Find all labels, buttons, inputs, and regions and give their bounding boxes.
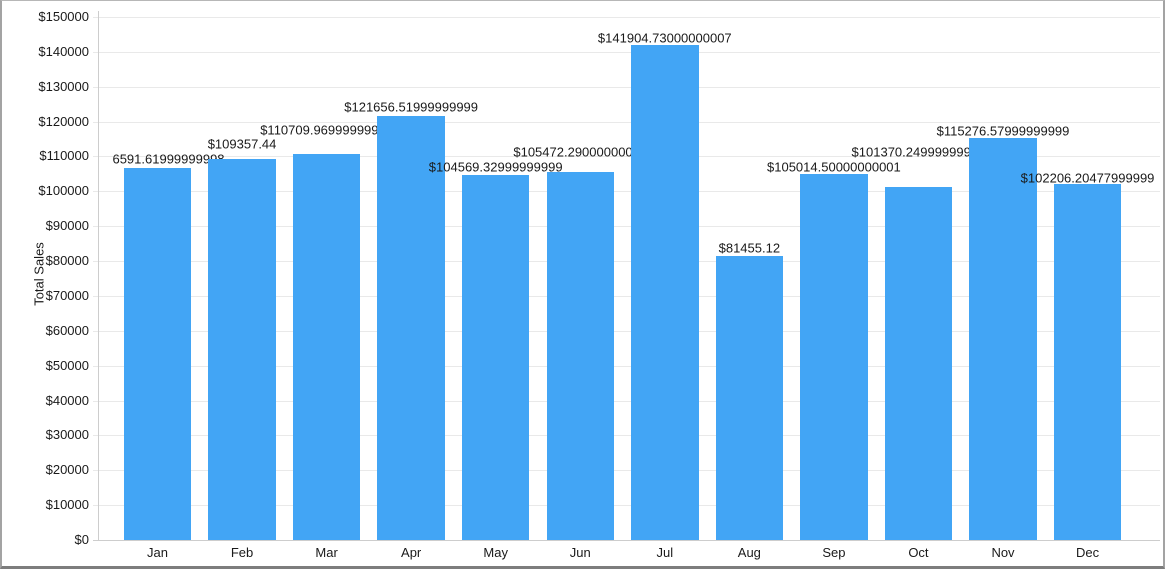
gridline <box>93 51 1160 53</box>
bar <box>123 168 192 540</box>
x-tick-label: May <box>483 544 508 560</box>
y-tick-label: $140000 <box>38 43 89 59</box>
x-tick-label: Jan <box>147 544 168 560</box>
x-tick-label: Feb <box>230 544 254 560</box>
gridline <box>93 400 1160 402</box>
bar-value-label: $101370.24999999997 <box>851 144 986 160</box>
x-tick-label: Dec <box>1075 544 1100 560</box>
gridline <box>93 156 1160 158</box>
bar-value-label: $105014.50000000001 <box>767 159 901 175</box>
bar <box>208 158 276 540</box>
bar-value-label: $115276.57999999999 <box>936 123 1070 139</box>
bar-value-label: $121656.51999999999 <box>344 99 479 115</box>
gridline <box>93 261 1160 263</box>
bar <box>377 115 445 540</box>
x-tick-label: Aug <box>737 544 761 560</box>
bar-value-label: 6591.61999999998 <box>112 151 225 167</box>
gridline <box>93 17 1160 18</box>
gridline <box>93 226 1160 228</box>
x-tick-label: Mar <box>315 544 338 560</box>
y-tick-label: $20000 <box>45 462 89 478</box>
bar <box>546 172 614 540</box>
bar <box>884 186 953 540</box>
gridline <box>93 505 1160 507</box>
bar-value-label: $110709.96999999999 <box>260 122 393 138</box>
bar <box>969 138 1037 540</box>
y-tick-label: $150000 <box>38 9 89 24</box>
bar <box>1053 183 1122 540</box>
y-tick-label: $120000 <box>38 113 89 129</box>
bar <box>292 153 361 540</box>
x-tick-label: Nov <box>991 544 1015 560</box>
x-tick-label: Oct <box>908 544 929 560</box>
x-tick-label: Jul <box>656 544 674 560</box>
bar <box>461 175 530 540</box>
gridline <box>93 365 1160 367</box>
x-tick-label: Apr <box>401 544 422 560</box>
bar <box>631 45 699 540</box>
y-tick-label: $70000 <box>45 287 89 303</box>
y-tick-label: $50000 <box>45 357 89 373</box>
bar <box>800 173 868 540</box>
gridline <box>93 191 1160 193</box>
bar-value-label: $81455.12 <box>718 240 781 256</box>
bar-value-label: $104569.32999999999 <box>428 159 563 175</box>
y-tick-label: $0 <box>74 532 89 547</box>
bar-value-label: $141904.73000000007 <box>597 30 732 46</box>
y-tick-label: $130000 <box>38 78 89 94</box>
y-tick-label: $60000 <box>45 322 89 338</box>
bar <box>715 255 784 540</box>
bar-value-label: $102206.20477999999 <box>1020 170 1155 186</box>
y-tick-label: $10000 <box>45 497 89 513</box>
gridline <box>93 86 1160 88</box>
x-tick-label: Jun <box>569 544 591 560</box>
gridline <box>93 470 1160 472</box>
y-tick-label: $90000 <box>45 218 89 234</box>
y-tick-label: $80000 <box>45 253 89 269</box>
y-tick-label: $30000 <box>45 427 89 443</box>
y-tick-label: $110000 <box>39 148 89 164</box>
bar-value-label: $105472.29000000001 <box>513 144 648 160</box>
x-axis-line <box>93 540 1160 541</box>
gridline <box>93 330 1160 332</box>
y-tick-label: $100000 <box>38 183 89 199</box>
gridline <box>93 295 1160 297</box>
y-axis-line <box>98 11 99 540</box>
gridline <box>93 435 1160 437</box>
x-tick-label: Sep <box>822 544 846 560</box>
bar-value-label: $109357.44 <box>207 136 277 152</box>
gridline <box>93 121 1160 123</box>
y-tick-label: $40000 <box>45 392 89 408</box>
